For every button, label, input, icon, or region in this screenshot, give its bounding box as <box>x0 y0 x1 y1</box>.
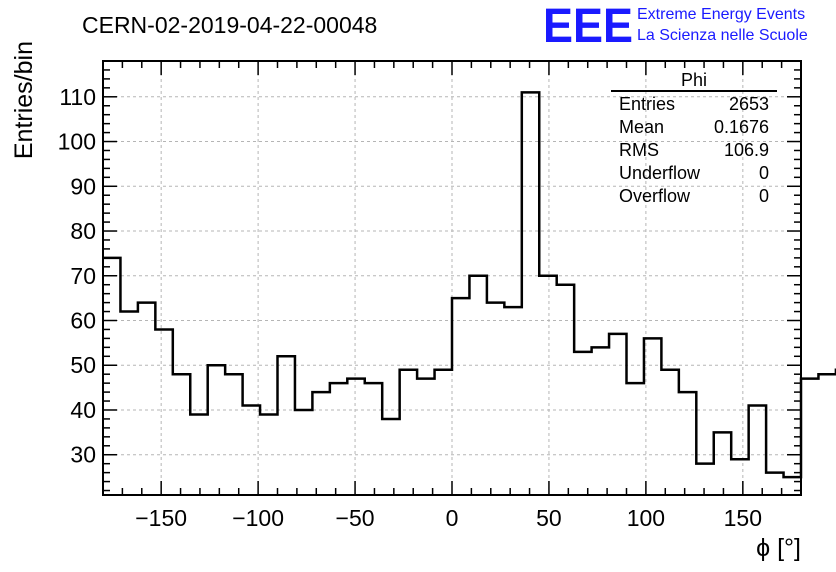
y-axis-label: Entries/bin <box>10 41 38 159</box>
histogram-bin <box>260 414 277 495</box>
stats-label: Entries <box>619 94 675 114</box>
histogram-bin <box>138 303 155 495</box>
histogram-bin <box>679 392 696 495</box>
histogram-bin <box>557 285 574 495</box>
histogram-bin <box>801 379 818 495</box>
x-tick-label: 0 <box>446 505 459 531</box>
histogram-bin <box>627 383 644 495</box>
histogram-bin <box>452 298 469 495</box>
x-tick-label: −150 <box>135 505 187 531</box>
histogram-bin <box>365 383 382 495</box>
histogram-bin <box>103 258 120 495</box>
x-tick-label: 100 <box>627 505 665 531</box>
histogram-bin <box>818 374 835 495</box>
stats-value: 2653 <box>729 94 769 114</box>
stats-title: Phi <box>681 70 707 90</box>
x-tick-label: −50 <box>336 505 375 531</box>
histogram-bin <box>295 410 312 495</box>
histogram-bin <box>504 307 521 495</box>
stats-label: RMS <box>619 140 659 160</box>
stats-box: Phi Entries 2653 Mean 0.1676 RMS 106.9 Underfl… <box>611 70 777 206</box>
histogram-bin <box>225 374 242 495</box>
eee-logo-letters: EEE <box>543 0 633 53</box>
histogram-bin <box>731 459 748 495</box>
histogram-bin <box>696 464 713 495</box>
stats-value: 106.9 <box>724 140 769 160</box>
x-axis-label: ϕ [°] <box>756 534 801 562</box>
histogram-bin <box>487 303 504 495</box>
histogram-bin <box>574 352 591 495</box>
histogram-bin <box>400 370 417 495</box>
eee-logo-line2: La Scienza nelle Scuole <box>637 27 808 44</box>
y-tick-label: 80 <box>70 218 96 244</box>
y-tick-label: 110 <box>59 84 96 110</box>
y-tick-label: 70 <box>70 263 96 289</box>
y-tick-label: 90 <box>70 173 96 199</box>
histogram-bin <box>609 334 626 495</box>
histogram-bin <box>469 276 486 495</box>
x-tick-label: 50 <box>536 505 562 531</box>
histogram-bin <box>173 374 190 495</box>
stats-value: 0.1676 <box>714 117 769 137</box>
histogram-bin <box>382 419 399 495</box>
histogram-bin <box>784 477 801 495</box>
y-tick-label: 30 <box>70 442 96 468</box>
histogram-bin <box>243 406 260 495</box>
axis-ticks <box>103 61 801 495</box>
histogram-bin <box>190 414 207 495</box>
stats-label: Mean <box>619 117 664 137</box>
histogram-bin <box>522 92 539 495</box>
histogram-bin <box>644 338 661 495</box>
histogram-bin <box>208 365 225 495</box>
histogram-bin <box>714 432 731 495</box>
histogram-bin <box>539 276 556 495</box>
y-tick-label: 50 <box>70 352 96 378</box>
histogram-bin <box>347 379 364 495</box>
stats-value: 0 <box>759 186 769 206</box>
tick-labels: −150 −100 −50 0 50 100 150 30 40 50 60 70 80 90 100 110 <box>58 84 762 531</box>
plot-frame <box>102 60 802 496</box>
chart-title: CERN-02-2019-04-22-00048 <box>82 12 377 38</box>
stats-label: Overflow <box>619 186 691 206</box>
eee-logo: EEE Extreme Energy Events La Scienza nel… <box>543 0 808 53</box>
histogram-bin <box>592 347 609 495</box>
y-tick-label: 40 <box>70 397 96 423</box>
histogram-bin <box>417 379 434 495</box>
histogram-bin <box>312 392 329 495</box>
eee-logo-line1: Extreme Energy Events <box>637 6 805 23</box>
stats-label: Underflow <box>619 163 701 183</box>
x-tick-label: 150 <box>724 505 762 531</box>
histogram-bin <box>120 312 137 495</box>
histogram-bin <box>749 406 766 495</box>
x-tick-label: −100 <box>232 505 284 531</box>
y-tick-label: 100 <box>58 129 96 155</box>
histogram-bin <box>435 370 452 495</box>
histogram-bin <box>155 329 172 495</box>
stats-value: 0 <box>759 163 769 183</box>
histogram-bin <box>330 383 347 495</box>
histogram-bin <box>766 473 783 495</box>
histogram-bin <box>661 370 678 495</box>
histogram-bin <box>278 356 295 495</box>
y-tick-label: 60 <box>70 308 96 334</box>
